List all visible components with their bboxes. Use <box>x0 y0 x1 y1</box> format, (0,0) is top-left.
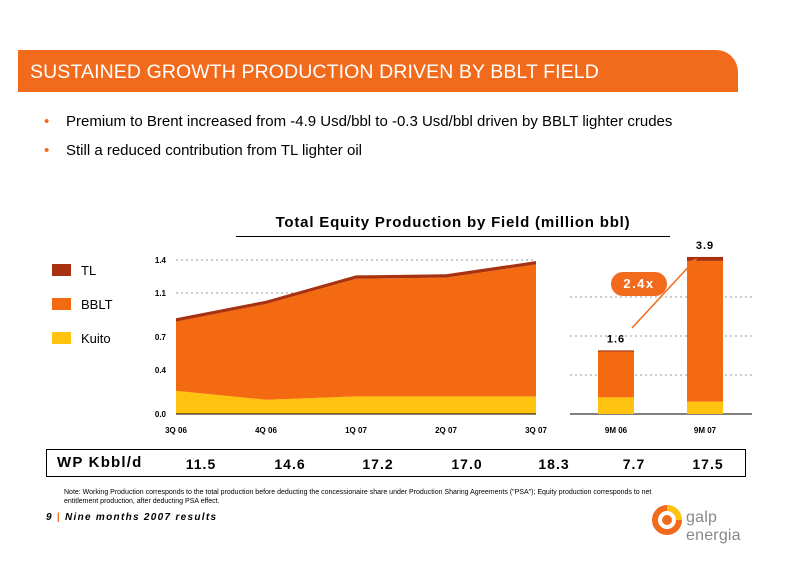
bar-segment-kuito <box>598 397 634 414</box>
x-tick-label: 2Q 07 <box>435 426 457 435</box>
y-tick-label: 0.7 <box>155 333 167 342</box>
bar-segment-bblt <box>687 260 723 402</box>
footer-separator: | <box>56 512 61 523</box>
y-tick-label: 1.4 <box>155 256 167 265</box>
galp-logo-icon <box>652 505 682 535</box>
y-tick-label: 0.0 <box>155 410 167 419</box>
footer-text: Nine months 2007 results <box>64 512 218 523</box>
wp-value: 11.5 <box>185 456 217 472</box>
area-tl <box>176 261 536 322</box>
wp-value: 17.5 <box>692 456 724 472</box>
wp-value: 14.6 <box>274 456 306 472</box>
bar-total-label: 3.9 <box>696 240 714 252</box>
chart-title: Total Equity Production by Field (millio… <box>275 214 631 231</box>
bullet-marker: • <box>44 142 50 159</box>
legend-item-kuito: Kuito <box>52 331 111 346</box>
legend-label-kuito: Kuito <box>81 331 111 346</box>
legend-label-tl: TL <box>81 263 97 278</box>
wp-row: WP Kbbl/d 11.5 14.6 17.2 17.0 18.3 7.7 1… <box>46 449 746 477</box>
legend-item-tl: TL <box>52 263 96 278</box>
bullet-list: • Premium to Brent increased from -4.9 U… <box>44 112 744 170</box>
logo-text: galp energia <box>686 509 741 544</box>
bullet-marker: • <box>44 113 50 130</box>
x-tick-label: 3Q 07 <box>525 426 547 435</box>
wp-value: 18.3 <box>538 456 570 472</box>
wp-value: 7.7 <box>622 456 646 472</box>
wp-row-label: WP Kbbl/d <box>57 454 143 471</box>
bullet-text: Premium to Brent increased from -4.9 Usd… <box>66 113 673 130</box>
bar-segment-bblt <box>598 351 634 398</box>
bar-segment-tl <box>598 350 634 352</box>
bullet-item: • Still a reduced contribution from TL l… <box>44 141 744 160</box>
x-tick-label: 9M 06 <box>605 426 628 435</box>
area-kuito <box>176 390 536 414</box>
bar-segment-kuito <box>687 401 723 414</box>
legend-item-bblt: BBLT <box>52 297 113 312</box>
growth-arrow-head <box>688 258 697 268</box>
legend-swatch-bblt <box>52 298 71 310</box>
x-tick-label: 4Q 06 <box>255 426 277 435</box>
growth-factor-badge: 2.4x <box>611 272 667 296</box>
slide-title: SUSTAINED GROWTH PRODUCTION DRIVEN BY BB… <box>30 61 599 83</box>
title-bar: SUSTAINED GROWTH PRODUCTION DRIVEN BY BB… <box>18 50 738 92</box>
company-logo: galp energia <box>650 503 770 544</box>
x-tick-label: 1Q 07 <box>345 426 367 435</box>
x-tick-label: 3Q 06 <box>165 426 187 435</box>
footer: 9 | Nine months 2007 results <box>46 512 217 523</box>
wp-value: 17.0 <box>451 456 483 472</box>
y-tick-label: 1.1 <box>155 289 167 298</box>
bar-segment-tl <box>687 256 723 261</box>
y-tick-label: 0.4 <box>155 366 167 375</box>
growth-arrow-line <box>631 261 694 329</box>
bullet-text: Still a reduced contribution from TL lig… <box>66 142 362 159</box>
legend-label-bblt: BBLT <box>81 297 113 312</box>
footnote: Note: Working Production corresponds to … <box>64 489 652 505</box>
area-bblt <box>176 264 536 400</box>
legend-swatch-kuito <box>52 332 71 344</box>
chart-title-underline <box>236 236 670 237</box>
bullet-item: • Premium to Brent increased from -4.9 U… <box>44 112 744 131</box>
page-number: 9 <box>46 512 53 523</box>
x-tick-label: 9M 07 <box>694 426 717 435</box>
wp-value: 17.2 <box>362 456 394 472</box>
bar-total-label: 1.6 <box>607 333 625 345</box>
legend-swatch-tl <box>52 264 71 276</box>
